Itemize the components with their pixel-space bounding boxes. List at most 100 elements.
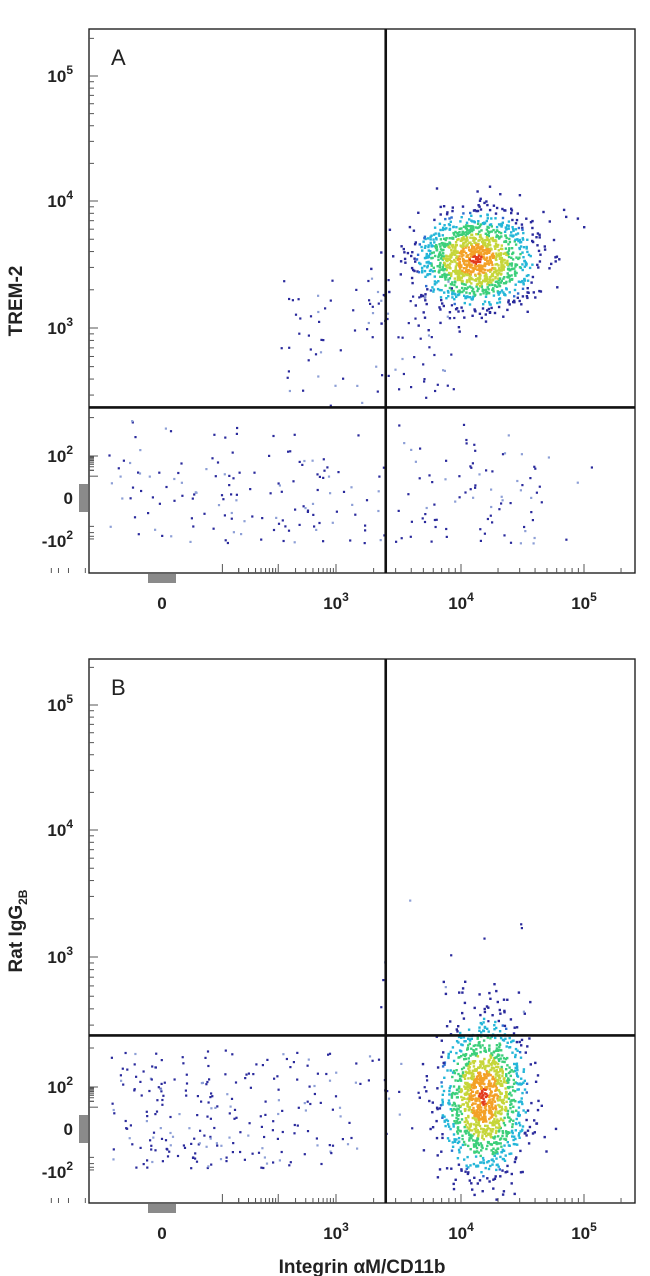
event-dot	[451, 1071, 455, 1074]
event-dot	[524, 1131, 527, 1134]
event-dot	[488, 1044, 491, 1047]
event-dot	[497, 1049, 500, 1052]
event-dot	[509, 1103, 512, 1107]
event-dot	[498, 257, 502, 260]
event-dot	[431, 481, 434, 484]
event-dot	[474, 226, 478, 229]
event-dot	[481, 1101, 484, 1104]
event-dot	[498, 1168, 501, 1171]
event-dot	[520, 1097, 523, 1100]
event-dot	[488, 1095, 491, 1099]
event-dot	[516, 238, 519, 241]
event-dot	[521, 1091, 524, 1095]
event-dot	[465, 227, 469, 230]
event-dot	[461, 987, 465, 990]
event-dot	[421, 271, 424, 274]
event-dot	[475, 335, 478, 338]
event-dot	[484, 1103, 487, 1106]
event-dot	[456, 1130, 459, 1133]
event-dot	[457, 1129, 460, 1132]
event-dot	[154, 528, 157, 531]
event-dot	[497, 1165, 500, 1168]
event-dot	[492, 287, 495, 290]
event-dot	[496, 269, 499, 272]
event-dot	[512, 229, 515, 232]
event-dot	[475, 283, 479, 286]
event-dot	[491, 1130, 494, 1133]
event-dot	[505, 1094, 508, 1097]
event-dot	[485, 236, 489, 239]
event-dot	[303, 1153, 306, 1156]
event-dot	[445, 237, 448, 240]
event-dot	[464, 263, 467, 266]
event-dot	[129, 461, 132, 465]
event-dot	[426, 288, 429, 291]
event-dot	[516, 1075, 520, 1078]
event-dot	[507, 243, 510, 246]
event-dot	[460, 1112, 464, 1116]
event-dot	[447, 278, 450, 281]
event-dot	[448, 277, 452, 280]
event-dot	[484, 288, 488, 292]
event-dot	[511, 277, 514, 281]
event-dot	[421, 517, 424, 520]
event-dot	[478, 1109, 481, 1112]
event-dot	[464, 1093, 467, 1096]
event-dot	[204, 1056, 207, 1059]
event-dot	[491, 1158, 494, 1161]
event-dot	[500, 502, 503, 505]
event-dot	[476, 1135, 480, 1138]
event-dot	[438, 243, 441, 246]
event-dot	[497, 305, 501, 309]
event-dot	[458, 261, 461, 264]
y-tick-label: -102	[42, 528, 74, 551]
event-dot	[497, 1088, 500, 1092]
event-dot	[497, 277, 500, 280]
event-dot	[170, 535, 173, 538]
event-dot	[163, 1081, 166, 1084]
event-dot	[495, 1168, 498, 1172]
event-dot	[328, 1052, 332, 1055]
event-dot	[182, 1062, 185, 1065]
event-dot	[376, 290, 380, 294]
event-dot	[486, 1177, 489, 1180]
event-dot	[448, 1093, 451, 1096]
event-dot	[498, 1059, 501, 1063]
event-dot	[505, 253, 508, 256]
event-dot	[506, 251, 509, 254]
event-dot	[441, 1103, 444, 1106]
event-dot	[468, 1106, 472, 1109]
event-dot	[135, 1075, 138, 1078]
event-dot	[169, 1131, 172, 1135]
event-dot	[464, 1117, 468, 1120]
event-dot	[458, 289, 461, 292]
event-dot	[469, 1054, 472, 1057]
event-dot	[368, 1055, 372, 1058]
event-dot	[478, 1074, 481, 1077]
event-dot	[466, 1092, 469, 1096]
event-dot	[288, 1164, 291, 1167]
event-dot	[479, 223, 483, 226]
event-dot	[458, 227, 461, 230]
event-dot	[518, 1121, 521, 1125]
event-dot	[506, 1109, 510, 1113]
event-dot	[268, 454, 271, 457]
event-dot	[484, 1088, 487, 1091]
event-dot	[438, 222, 442, 225]
event-dot	[503, 1116, 506, 1120]
event-dot	[503, 1124, 507, 1127]
event-dot	[488, 283, 491, 287]
event-dot	[526, 238, 529, 241]
event-dot	[169, 430, 173, 433]
event-dot	[471, 314, 474, 317]
event-dot	[448, 242, 452, 245]
event-dot	[499, 193, 502, 196]
event-dot	[453, 233, 456, 236]
event-dot	[434, 254, 437, 258]
event-dot	[457, 326, 461, 329]
event-dot	[436, 1176, 440, 1179]
event-dot	[454, 241, 458, 244]
event-dot	[478, 268, 481, 271]
event-dot	[471, 462, 474, 465]
event-dot	[466, 1088, 470, 1092]
